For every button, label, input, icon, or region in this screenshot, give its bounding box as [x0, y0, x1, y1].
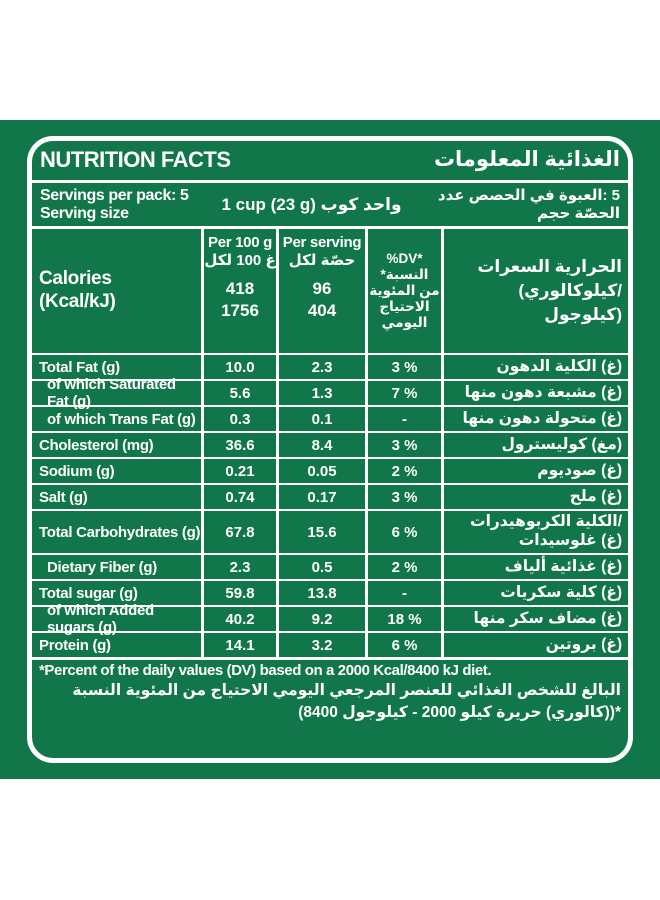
footnote-arabic-line1: النسبة‎ المئوية‎ من‎ الاحتياج‎ اليومي‎ ا… — [72, 681, 621, 699]
footnote-english: *Percent of the daily values (DV) based … — [39, 662, 492, 679]
calories-label-ar: السعرات‎ الحرارية (كيلوكالوري/ كيلوجول) — [477, 257, 622, 324]
per-100g-value: 0.74 — [204, 483, 279, 509]
per-serving-value: 1.3 — [279, 379, 368, 405]
per-100g-value: 67.8 — [204, 509, 279, 553]
nutrient-name-en: Total Fat (g) — [32, 353, 204, 379]
calories-per-100g: 418 1756 — [221, 279, 259, 321]
nutrient-name-en: Dietary Fiber (g) — [32, 553, 204, 579]
per-serving-column: Per serving لكل‎ حصّة 96 404 — [279, 229, 368, 353]
per-100g-value: 0.3 — [204, 405, 279, 431]
footnote-arabic-line2: (8400 ‎كيلوجول‎ - 2000 ‎كيلو‎ حريرة‎ (كا… — [298, 703, 621, 721]
per-serving-value: 2.3 — [279, 353, 368, 379]
per-100g-value: 5.6 — [204, 379, 279, 405]
nutrient-name-ar: الدهون‎ الكلية‎ (غ) — [444, 353, 628, 379]
dv-value: 6 % — [368, 509, 444, 553]
title-arabic: المعلومات‎ الغذائية — [433, 148, 620, 171]
nutrient-name-ar: ألياف‎ غذائية‎ (غ) — [444, 553, 628, 579]
serving-size-ar: حجم‎ الحصّة — [536, 204, 620, 222]
per-serving-header: Per serving لكل‎ حصّة — [282, 234, 362, 269]
nutrient-name-en: Total sugar (g) — [32, 579, 204, 605]
nutrient-name-en: of which Added sugars (g) — [32, 602, 204, 636]
per-serving-value: 8.4 — [279, 431, 368, 457]
dv-header: %DV* *النسبة المئوية‎ من الاحتياج اليومي — [368, 229, 444, 353]
title-english: NUTRITION FACTS — [40, 146, 231, 172]
per-100g-value: 36.6 — [204, 431, 279, 457]
per-serving-value: 3.2 — [279, 631, 368, 657]
nutrient-name-ar: منها‎ دهون‎ متحولة‎ (غ) — [444, 405, 628, 431]
nutrition-facts-panel: NUTRITION FACTS المعلومات‎ الغذائية Serv… — [27, 136, 633, 763]
per-100g-value: 14.1 — [204, 631, 279, 657]
per-100g-header: Per 100 g لكل‎ 100 ‎غ — [204, 234, 276, 269]
dv-value: 2 % — [368, 553, 444, 579]
servings-arabic: عدد‎ الحصص‎ في‎ العبوة‎: 5 حجم‎ الحصّة — [408, 187, 620, 223]
per-serving-value: 0.5 — [279, 553, 368, 579]
serving-size-value: 1 cup (23 g) كوب‎ واحد — [221, 194, 402, 214]
per-100g-value: 59.8 — [204, 579, 279, 605]
nutrient-name-en: of which Trans Fat (g) — [32, 405, 204, 431]
dv-value: 2 % — [368, 457, 444, 483]
servings-english: Servings per pack: 5 Serving size — [40, 187, 215, 222]
nutrient-name-ar: بروتين‎ (غ) — [444, 631, 628, 657]
footnotes: *Percent of the daily values (DV) based … — [32, 657, 628, 758]
per-100g-value: 2.3 — [204, 553, 279, 579]
servings-per-pack-ar: عدد‎ الحصص‎ في‎ العبوة‎: 5 — [437, 186, 620, 204]
nutrient-name-ar: صوديوم‎ (غ) — [444, 457, 628, 483]
nutrient-name-en: Cholesterol (mg) — [32, 431, 204, 457]
per-serving-value: 13.8 — [279, 579, 368, 605]
dv-value: - — [368, 405, 444, 431]
label-background — [0, 120, 660, 779]
per-serving-value: 0.17 — [279, 483, 368, 509]
nutrient-name-ar: الكربوهيدرات‎ الكلية/ غلوسيدات‎ (غ) — [444, 509, 628, 553]
servings-row: Servings per pack: 5 Serving size 1 cup … — [32, 183, 628, 229]
serving-size-en: Serving size — [40, 204, 129, 222]
nutrient-name-ar: سكريات‎ كلية‎ (غ) — [444, 579, 628, 605]
per-100g-column: Per 100 g لكل‎ 100 ‎غ 418 1756 — [204, 229, 279, 353]
dv-value: 3 % — [368, 353, 444, 379]
dv-value: 7 % — [368, 379, 444, 405]
per-100g-value: 10.0 — [204, 353, 279, 379]
calories-per-serving: 96 404 — [307, 279, 337, 321]
nutrient-name-en: Protein (g) — [32, 631, 204, 657]
nutrient-name-ar: منها‎ دهون‎ مشبعة‎ (غ) — [444, 379, 628, 405]
dv-value: - — [368, 579, 444, 605]
title-row: NUTRITION FACTS المعلومات‎ الغذائية — [32, 141, 628, 183]
per-serving-value: 15.6 — [279, 509, 368, 553]
per-serving-value: 0.05 — [279, 457, 368, 483]
nutrient-name-en: of which Saturated Fat (g) — [32, 376, 204, 410]
dv-value: 3 % — [368, 483, 444, 509]
per-serving-value: 0.1 — [279, 405, 368, 431]
per-100g-value: 0.21 — [204, 457, 279, 483]
dv-value: 6 % — [368, 631, 444, 657]
nutrient-name-en: Total Carbohydrates (g) — [32, 509, 204, 553]
nutrient-name-en: Salt (g) — [32, 483, 204, 509]
per-serving-value: 9.2 — [279, 605, 368, 631]
per-100g-value: 40.2 — [204, 605, 279, 631]
dv-value: 18 % — [368, 605, 444, 631]
nutrient-name-ar: ملح‎ (غ) — [444, 483, 628, 509]
nutrient-name-ar: كوليسترول‎ (مغ) — [444, 431, 628, 457]
nutrient-name-en: Sodium (g) — [32, 457, 204, 483]
dv-value: 3 % — [368, 431, 444, 457]
servings-per-pack-en: Servings per pack: 5 — [40, 186, 189, 204]
nutrition-table: Calories (Kcal/kJ) Per 100 g لكل‎ 100 ‎غ… — [32, 229, 628, 657]
calories-label-en: Calories (Kcal/kJ) — [32, 229, 204, 353]
nutrient-name-ar: منها‎ سكر‎ مضاف‎ (غ) — [444, 605, 628, 631]
